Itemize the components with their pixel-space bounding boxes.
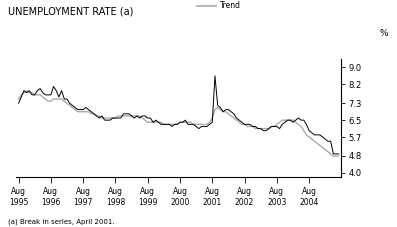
Text: (a) Break in series, April 2001.: (a) Break in series, April 2001. [8, 218, 115, 225]
Text: UNEMPLOYMENT RATE (a): UNEMPLOYMENT RATE (a) [8, 7, 133, 17]
Text: %: % [380, 29, 388, 38]
Legend: Seasonally Adjusted, Trend: Seasonally Adjusted, Trend [195, 0, 299, 12]
